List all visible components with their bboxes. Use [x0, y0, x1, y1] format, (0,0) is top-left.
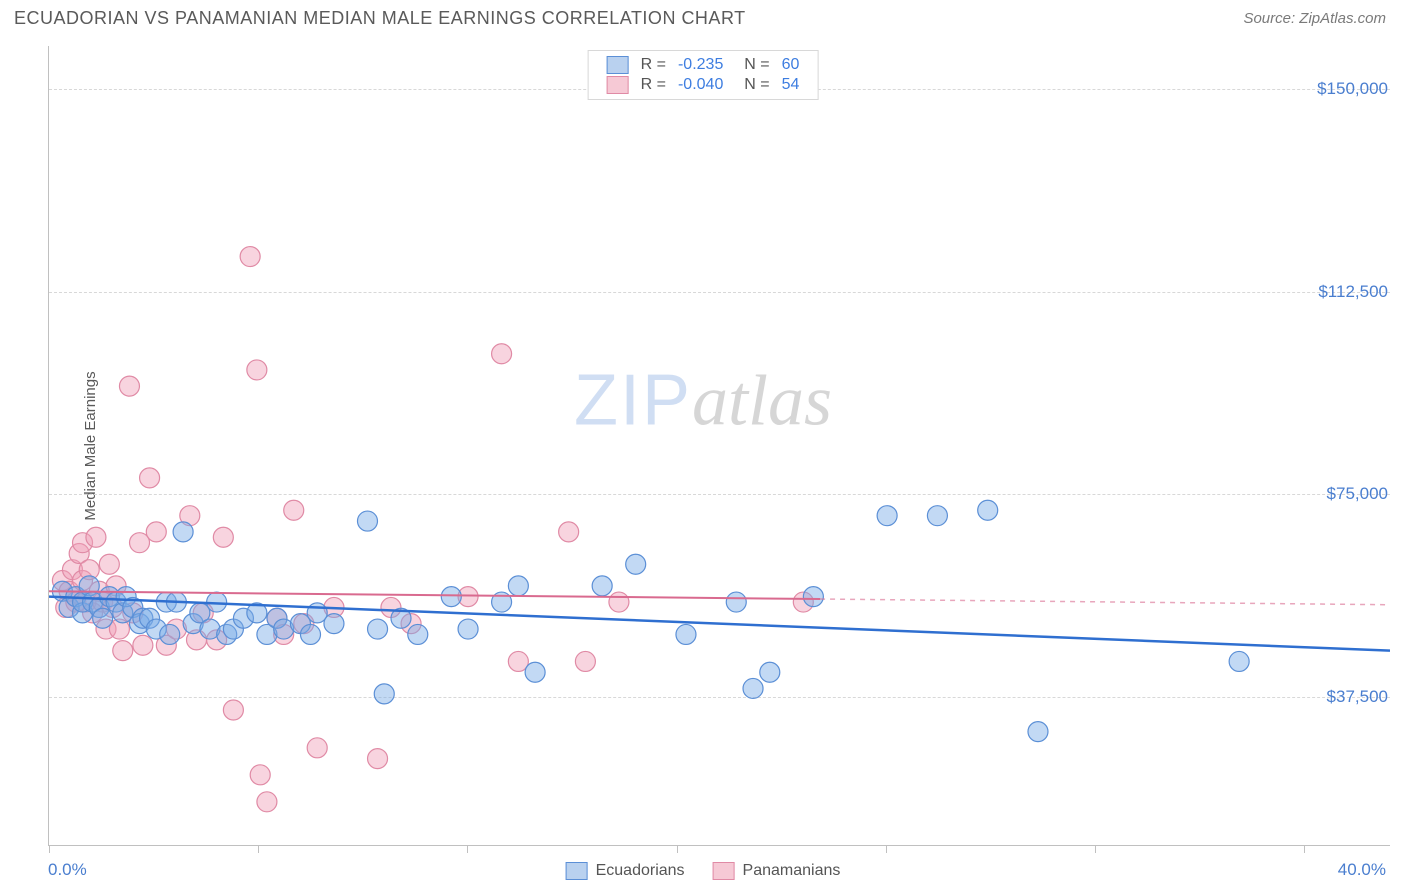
chart-plot-area — [48, 46, 1390, 846]
legend-row: R =-0.040 N =54 — [601, 75, 806, 95]
legend-N-label: N = — [729, 75, 775, 95]
scatter-point — [743, 678, 763, 698]
scatter-point — [99, 554, 119, 574]
scatter-point — [223, 700, 243, 720]
scatter-point — [609, 592, 629, 612]
scatter-point — [133, 635, 153, 655]
legend-N-value: 60 — [776, 55, 806, 75]
scatter-point — [877, 506, 897, 526]
legend-N-label: N = — [729, 55, 775, 75]
scatter-point — [160, 624, 180, 644]
scatter-point — [368, 749, 388, 769]
scatter-point — [284, 500, 304, 520]
legend-swatch — [713, 862, 735, 880]
x-tick — [258, 845, 259, 853]
scatter-point — [978, 500, 998, 520]
scatter-point — [760, 662, 780, 682]
legend-row: R =-0.235 N =60 — [601, 55, 806, 75]
x-tick — [1095, 845, 1096, 853]
x-tick — [49, 845, 50, 853]
scatter-point — [146, 522, 166, 542]
scatter-point — [408, 624, 428, 644]
scatter-point — [458, 619, 478, 639]
scatter-point — [803, 587, 823, 607]
chart-title: ECUADORIAN VS PANAMANIAN MEDIAN MALE EAR… — [14, 8, 746, 29]
scatter-point — [300, 624, 320, 644]
legend-label: Ecuadorians — [596, 862, 685, 880]
legend-R-value: -0.040 — [672, 75, 729, 95]
scatter-point — [927, 506, 947, 526]
scatter-point — [441, 587, 461, 607]
legend-swatch — [566, 862, 588, 880]
source-label: Source: ZipAtlas.com — [1243, 10, 1386, 27]
series-legend: Ecuadorians Panamanians — [566, 862, 841, 880]
x-tick — [467, 845, 468, 853]
x-tick — [1304, 845, 1305, 853]
scatter-point — [374, 684, 394, 704]
scatter-point — [257, 792, 277, 812]
scatter-point — [93, 608, 113, 628]
plot-svg — [49, 46, 1390, 845]
scatter-point — [1028, 722, 1048, 742]
legend-R-label: R = — [635, 75, 672, 95]
x-axis-start-label: 0.0% — [48, 860, 87, 880]
scatter-point — [525, 662, 545, 682]
scatter-point — [676, 624, 696, 644]
scatter-point — [173, 522, 193, 542]
scatter-point — [559, 522, 579, 542]
scatter-point — [324, 614, 344, 634]
trend-line-extrapolated — [820, 599, 1390, 605]
scatter-point — [213, 527, 233, 547]
x-tick — [886, 845, 887, 853]
scatter-point — [726, 592, 746, 612]
scatter-point — [357, 511, 377, 531]
scatter-point — [140, 468, 160, 488]
scatter-point — [240, 247, 260, 267]
scatter-point — [247, 360, 267, 380]
legend-swatch — [607, 76, 629, 94]
scatter-point — [626, 554, 646, 574]
scatter-point — [250, 765, 270, 785]
scatter-point — [307, 738, 327, 758]
legend-R-label: R = — [635, 55, 672, 75]
scatter-point — [1229, 651, 1249, 671]
scatter-point — [492, 344, 512, 364]
legend-N-value: 54 — [776, 75, 806, 95]
legend-swatch — [607, 56, 629, 74]
scatter-point — [575, 651, 595, 671]
scatter-point — [119, 376, 139, 396]
legend-item: Ecuadorians — [566, 862, 685, 880]
scatter-point — [592, 576, 612, 596]
scatter-point — [113, 641, 133, 661]
x-tick — [677, 845, 678, 853]
legend-label: Panamanians — [743, 862, 841, 880]
scatter-point — [508, 576, 528, 596]
correlation-legend: R =-0.235 N =60 R =-0.040 N =54 — [588, 50, 819, 100]
scatter-point — [368, 619, 388, 639]
x-axis-end-label: 40.0% — [1338, 860, 1386, 880]
legend-item: Panamanians — [713, 862, 841, 880]
legend-R-value: -0.235 — [672, 55, 729, 75]
scatter-point — [86, 527, 106, 547]
